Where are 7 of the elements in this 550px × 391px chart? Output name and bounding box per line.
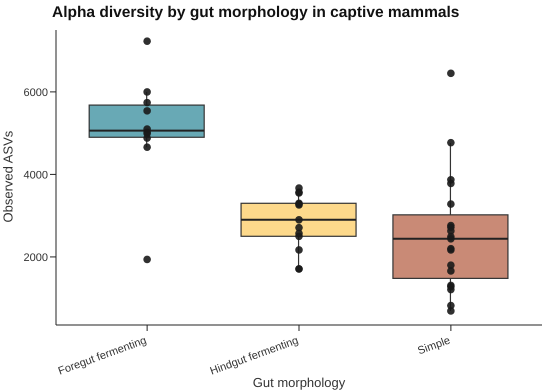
- chart-title: Alpha diversity by gut morphology in captive mammals: [52, 4, 460, 22]
- y-axis-title: Observed ASVs: [0, 130, 16, 222]
- y-tick-label: 6000: [24, 86, 48, 99]
- y-tick-label: 2000: [24, 252, 48, 264]
- x-tick-label: Simple: [416, 334, 452, 358]
- x-axis-title: Gut morphology: [252, 375, 346, 390]
- y-tick-label: 4000: [24, 169, 48, 182]
